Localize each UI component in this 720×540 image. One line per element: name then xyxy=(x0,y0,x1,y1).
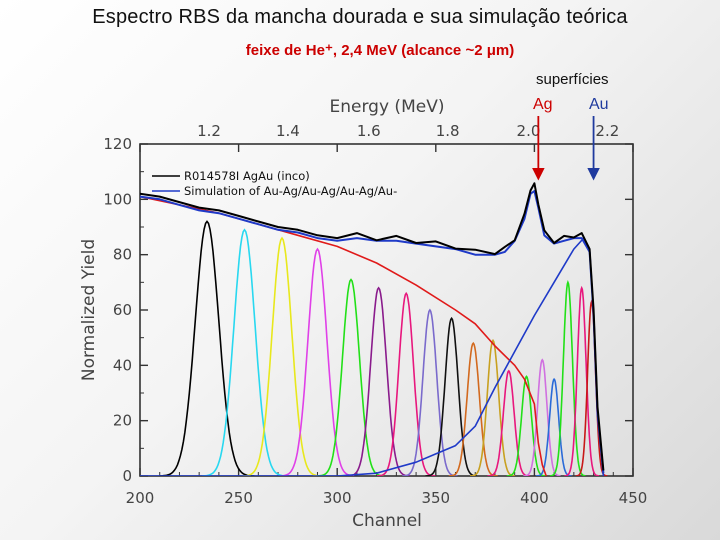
top-tick-label: 2.2 xyxy=(595,122,619,140)
layer-peak xyxy=(469,338,516,476)
y-tick-label: 0 xyxy=(122,467,132,485)
x-tick-label: 400 xyxy=(520,489,549,507)
top-tick-label: 2.0 xyxy=(517,122,541,140)
surface-ag-label: Ag xyxy=(533,96,553,113)
top-tick-label: 1.4 xyxy=(276,122,300,140)
partial-series-line xyxy=(140,195,547,476)
layer-peak xyxy=(242,236,322,476)
y-tick-label: 60 xyxy=(113,301,132,319)
data-series-line xyxy=(140,182,605,471)
y-tick-label: 120 xyxy=(103,135,132,153)
layer-peak xyxy=(487,369,531,476)
x-tick-label: 200 xyxy=(126,489,155,507)
layer-peak xyxy=(159,220,255,476)
surface-au-label: Au xyxy=(589,96,609,113)
layer-peak xyxy=(506,375,547,476)
y-tick-label: 20 xyxy=(113,412,132,430)
x-axis-label: Channel xyxy=(352,511,422,531)
layer-peak xyxy=(575,299,608,476)
y-tick-label: 80 xyxy=(113,246,132,264)
x-tick-label: 300 xyxy=(323,489,352,507)
y-tick-label: 100 xyxy=(103,190,132,208)
slide-subtitle: feixe de He⁺, 2,4 MeV (alcance ~2 μm) xyxy=(245,42,515,59)
top-tick-label: 1.8 xyxy=(436,122,460,140)
layer-peak xyxy=(425,316,477,476)
x-tick-label: 350 xyxy=(421,489,450,507)
x-tick-label: 450 xyxy=(619,489,648,507)
simulation-series-line xyxy=(140,190,605,474)
top-tick-label: 1.6 xyxy=(357,122,381,140)
layer-peak xyxy=(448,341,498,476)
y-axis-label: Normalized Yield xyxy=(79,239,99,381)
layer-peak xyxy=(564,285,600,476)
layer-peak xyxy=(201,228,286,476)
x-tick-label: 250 xyxy=(224,489,253,507)
layer-peak xyxy=(549,279,586,476)
y-tick-label: 40 xyxy=(113,356,132,374)
layer-peak xyxy=(279,247,355,476)
layer-peak xyxy=(347,286,411,476)
legend-entry-label: R014578I AgAu (inco) xyxy=(184,169,310,183)
top-axis-label: Energy (MeV) xyxy=(330,97,445,117)
layer-peak xyxy=(317,278,384,476)
layer-peak xyxy=(535,377,572,476)
layer-peak xyxy=(523,358,561,476)
slide-title: Espectro RBS da mancha dourada e sua sim… xyxy=(92,6,628,28)
layer-peak xyxy=(402,308,458,476)
legend-entry-label: Simulation of Au-Ag/Au-Ag/Au-Ag/Au- xyxy=(184,184,397,198)
top-tick-label: 1.2 xyxy=(197,122,221,140)
surfaces-label: superfícies xyxy=(536,71,609,88)
